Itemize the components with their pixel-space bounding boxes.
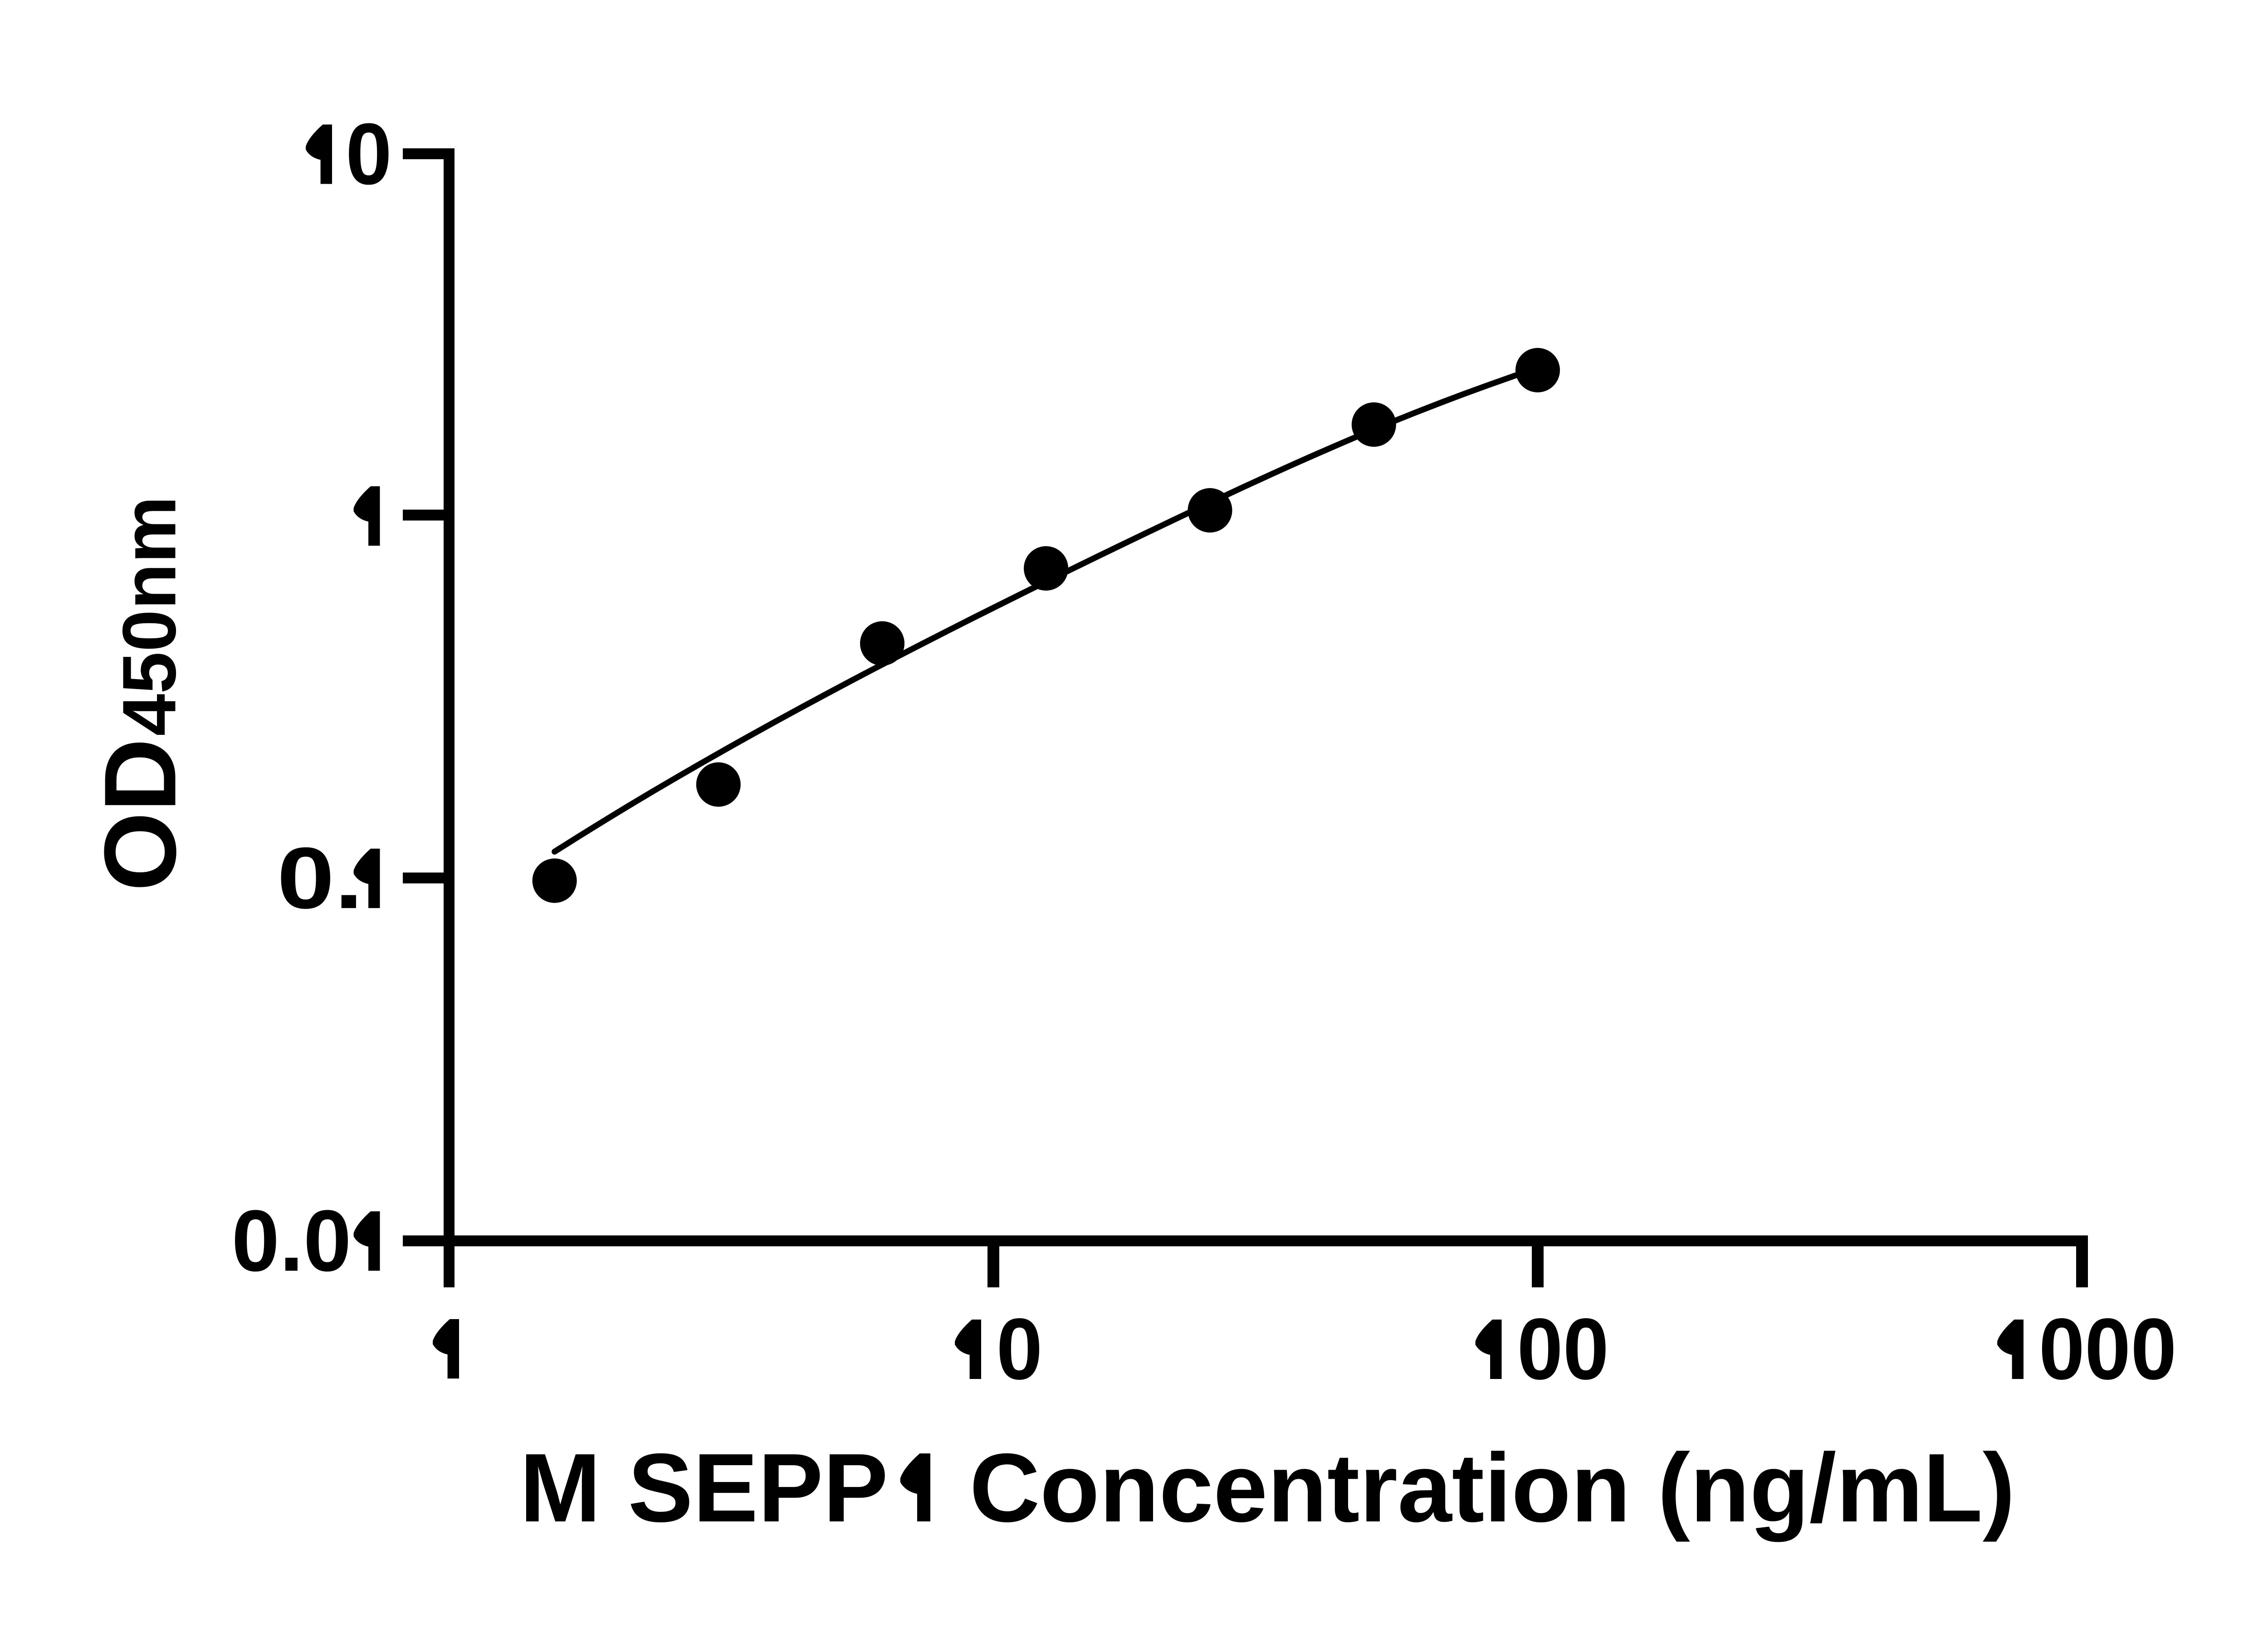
- svg-text:000: 000: [2039, 1300, 2177, 1398]
- svg-text:00: 00: [1517, 1300, 1609, 1398]
- svg-text:M SEPP: M SEPP: [520, 1433, 888, 1542]
- svg-text:0.: 0.: [277, 829, 363, 927]
- svg-text:OD: OD: [83, 738, 197, 892]
- svg-text:0: 0: [346, 105, 392, 203]
- svg-text:0.0: 0.0: [232, 1192, 352, 1289]
- svg-text:450nm: 450nm: [108, 496, 192, 736]
- svg-text:Concentration (ng/mL): Concentration (ng/mL): [969, 1433, 2015, 1542]
- svg-text:0: 0: [997, 1300, 1043, 1398]
